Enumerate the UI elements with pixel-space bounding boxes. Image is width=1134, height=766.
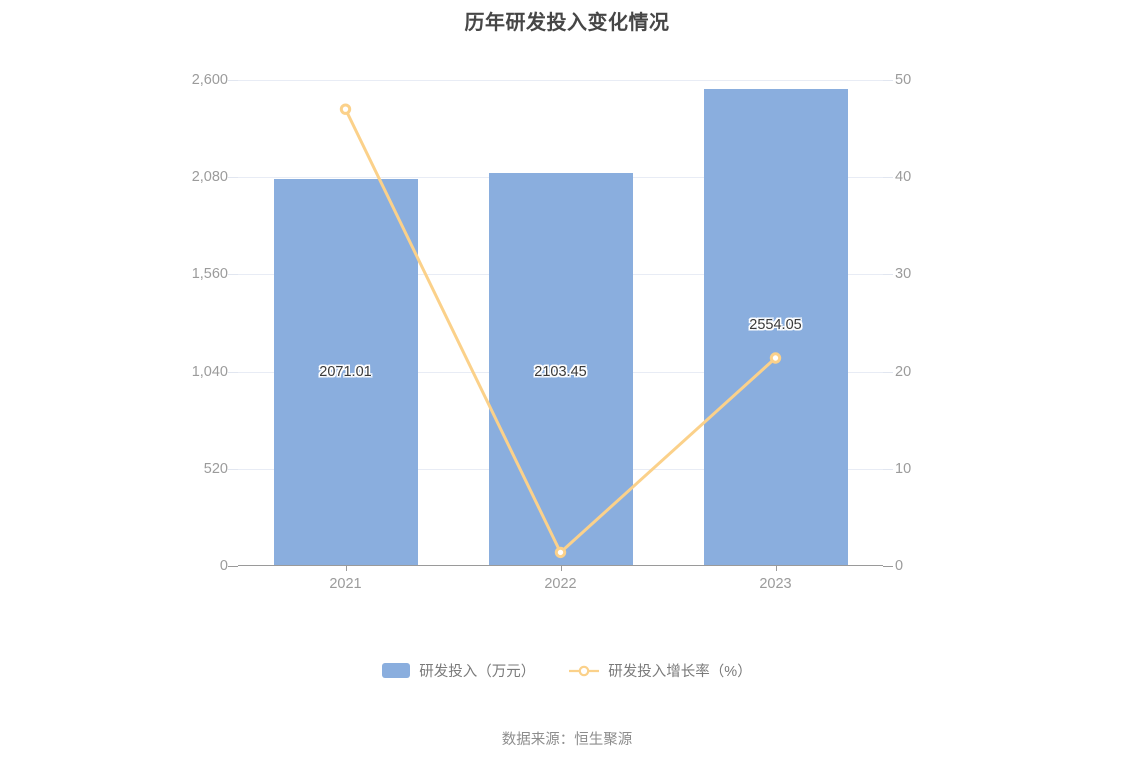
y-axis-left-tick [228, 566, 238, 567]
data-source-note: 数据来源：恒生聚源 [501, 732, 633, 748]
y-axis-right-label: 50 [895, 72, 912, 88]
plot-area: 2071.01 2103.45 2554.05 [228, 80, 893, 571]
y-axis-left-label: 2,600 [191, 72, 228, 88]
y-axis-left-label: 0 [219, 558, 228, 574]
y-axis-left: 0 520 1,040 1,560 2,080 2,600 [120, 72, 228, 574]
y-axis-right-tick [883, 371, 893, 373]
x-axis-label-2023: 2023 [759, 576, 792, 592]
y-axis-left-label: 520 [203, 460, 228, 477]
y-axis-left-tick [228, 274, 238, 276]
legend-item-bar-label: 研发投入（万元） [419, 664, 536, 680]
bar-2023[interactable] [703, 88, 848, 566]
y-axis-right-label: 20 [895, 363, 912, 380]
y-axis-left-tick [228, 80, 238, 81]
legend-item-line-label: 研发投入增长率（%） [608, 664, 752, 680]
y-axis-right-tick [883, 468, 893, 470]
legend-item-bar[interactable]: 研发投入（万元） [382, 660, 535, 681]
x-axis-line [238, 565, 883, 566]
y-axis-right: 0 10 20 30 40 50 [895, 72, 975, 574]
legend-bar-swatch-icon [382, 663, 411, 678]
bar-2022[interactable] [488, 172, 633, 566]
y-axis-left-label: 2,080 [191, 169, 228, 186]
x-axis-tick [560, 566, 562, 571]
x-axis-tick [345, 566, 347, 571]
line-marker-2021[interactable] [339, 103, 352, 115]
y-axis-right-tick [883, 177, 893, 179]
x-axis-label-2022: 2022 [544, 576, 577, 592]
y-axis-right-label: 40 [895, 169, 912, 186]
gridline [238, 80, 883, 81]
y-axis-right-tick [883, 274, 893, 276]
y-axis-left-label: 1,040 [191, 363, 228, 380]
y-axis-left-tick [228, 468, 238, 470]
bar-value-label: 2071.01 [319, 364, 372, 380]
legend-item-line[interactable]: 研发投入增长率（%） [569, 660, 752, 681]
y-axis-right-label: 10 [895, 460, 912, 477]
x-axis-labels: 2021 2022 2023 [238, 576, 883, 600]
y-axis-right-label: 30 [895, 266, 912, 283]
line-series [339, 103, 782, 559]
legend-line-marker-icon [569, 664, 600, 678]
x-axis-label-2021: 2021 [329, 576, 362, 592]
line-marker-2022[interactable] [554, 546, 567, 559]
x-axis-tick [775, 566, 777, 571]
y-axis-left-tick [228, 371, 238, 373]
bar-2021[interactable] [273, 178, 418, 566]
y-axis-right-tick [883, 80, 893, 81]
bar-value-label: 2103.45 [534, 364, 587, 380]
bar-value-label: 2554.05 [749, 317, 802, 333]
growth-rate-line [344, 107, 777, 554]
line-marker-2023[interactable] [769, 352, 782, 364]
chart-legend: 研发投入（万元） 研发投入增长率（%） [0, 660, 1134, 681]
chart-title: 历年研发投入变化情况 [464, 12, 670, 34]
y-axis-left-tick [228, 177, 238, 179]
y-axis-right-label: 0 [895, 558, 904, 574]
y-axis-right-tick [883, 566, 893, 567]
y-axis-left-label: 1,560 [191, 266, 228, 283]
